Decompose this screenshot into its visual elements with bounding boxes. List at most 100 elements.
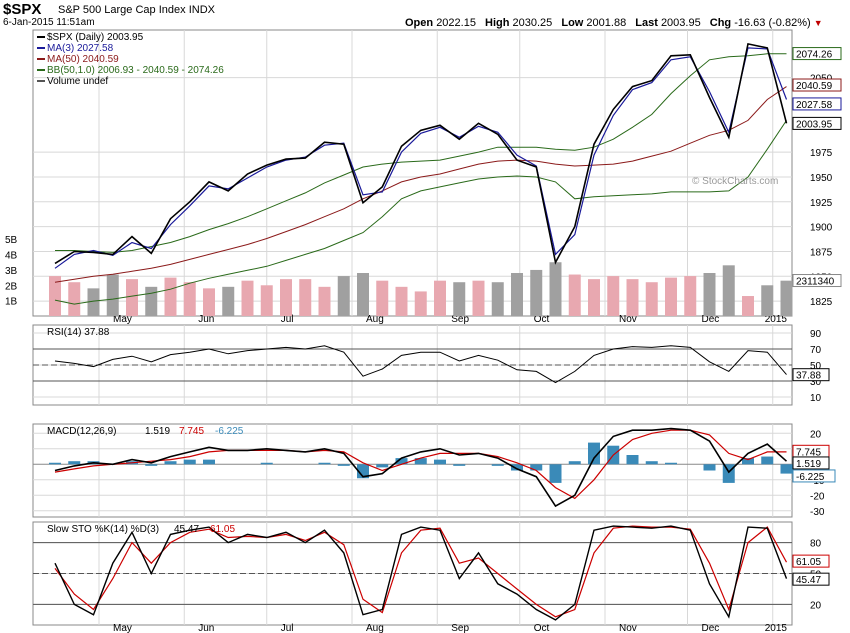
- x-tick-label-bottom: Jul: [281, 623, 294, 633]
- macd-line: [54, 427, 788, 508]
- x-tick-label: 2015: [765, 314, 788, 325]
- volume-bar: [222, 286, 235, 316]
- macd-signal-value: 7.745: [796, 447, 821, 458]
- price-legend-item: $SPX (Daily) 2003.95: [47, 32, 144, 43]
- macd-legend-signal: 7.745: [179, 426, 204, 437]
- volume-bar: [549, 262, 562, 316]
- price-tick-label: 1975: [810, 148, 833, 159]
- macd-histogram-bar: [511, 464, 523, 471]
- sto-k-value: 45.47: [796, 575, 821, 586]
- sto-k-value-box: [792, 572, 830, 586]
- rsi-value-box: [792, 368, 830, 382]
- sto-d-value: 61.05: [796, 557, 821, 568]
- last-price-value: 2003.95: [796, 119, 833, 130]
- macd-hist-value: -6.225: [796, 472, 825, 483]
- volume-bar: [434, 280, 446, 316]
- price-legend-item: Volume undef: [47, 76, 108, 87]
- bb-upper-value: 2074.26: [796, 50, 833, 61]
- quote-summary: Open 2022.15 High 2030.25 Low 2001.88 La…: [405, 17, 823, 29]
- macd-histogram-bar: [761, 456, 774, 465]
- macd-histogram-bar: [145, 464, 158, 466]
- volume-bar: [722, 265, 735, 316]
- x-tick-label-bottom: Aug: [366, 623, 384, 633]
- x-tick-label-bottom: Nov: [619, 623, 637, 633]
- volume-bar: [780, 280, 793, 316]
- rsi-tick-label: 10: [810, 393, 822, 404]
- sto-k-line: [54, 525, 788, 621]
- price-legend-item: MA(50) 2040.59: [47, 54, 119, 65]
- sto-legend-k: 45.47: [174, 524, 199, 535]
- bb-upper-line: [55, 53, 787, 253]
- index-name: S&P 500 Large Cap Index: [58, 4, 186, 16]
- macd-histogram-bar: [164, 461, 177, 465]
- macd-histogram-bar: [434, 459, 446, 465]
- price-tick-label: 1925: [810, 198, 833, 209]
- macd-histogram-bar: [665, 462, 677, 465]
- macd-histogram-bar: [414, 458, 427, 465]
- macd-hist-value-box: [792, 469, 836, 483]
- volume-bar: [241, 280, 254, 316]
- macd-histogram-bar: [203, 459, 215, 465]
- macd-histogram-bar: [491, 464, 504, 466]
- rsi-line: [54, 345, 787, 384]
- volume-bar: [106, 274, 119, 316]
- x-tick-label: Oct: [534, 314, 550, 325]
- volume-bar: [665, 277, 677, 316]
- rsi-legend: RSI(14) 37.88: [47, 327, 110, 338]
- down-arrow-icon: ▼: [813, 18, 823, 28]
- x-tick-label-bottom: Oct: [534, 623, 550, 633]
- macd-value: 1.519: [796, 459, 821, 470]
- volume-bar: [607, 276, 620, 316]
- volume-bar: [742, 296, 754, 316]
- volume-bar: [318, 286, 331, 316]
- volume-bar: [357, 273, 369, 316]
- macd-histogram-bar: [780, 464, 793, 474]
- chg-label: Chg: [709, 17, 732, 29]
- x-tick-label: Nov: [619, 314, 637, 325]
- x-tick-label-bottom: May: [113, 623, 132, 633]
- x-tick-label: Dec: [702, 314, 720, 325]
- price-tick-label: 1900: [810, 223, 833, 234]
- volume-bar: [145, 286, 158, 316]
- macd-histogram-bar: [357, 464, 369, 479]
- macd-histogram-bar: [645, 461, 658, 465]
- volume-bar: [491, 282, 504, 316]
- macd-histogram-bar: [453, 464, 466, 466]
- bb-upper-value-box: [792, 47, 842, 61]
- volume-bar: [453, 282, 466, 316]
- x-tick-label-bottom: Dec: [702, 623, 720, 633]
- sto-legend-title: Slow STO %K(14) %D(3): [47, 524, 159, 535]
- macd-tick-label: -20: [810, 491, 825, 502]
- price-line: [54, 42, 788, 265]
- macd-legend-value: 1.519: [145, 426, 170, 437]
- volume-bar: [761, 285, 774, 316]
- x-tick-label-bottom: 2015: [765, 623, 788, 633]
- volume-bar: [203, 288, 215, 316]
- price-tick-label: 1875: [810, 247, 833, 258]
- last-price-value-box: [792, 116, 842, 130]
- volume-tick-label: 3B: [5, 266, 18, 277]
- x-tick-label-bottom: Jun: [198, 623, 214, 633]
- volume-bar: [87, 288, 100, 316]
- volume-tick-label: 5B: [5, 235, 18, 246]
- x-tick-label-bottom: Sep: [451, 623, 469, 633]
- macd-histogram-bar: [395, 458, 408, 465]
- x-tick-label: Jun: [198, 314, 214, 325]
- last-label: Last: [635, 17, 658, 29]
- volume-bar: [299, 279, 312, 316]
- volume-bar: [684, 276, 697, 316]
- macd-histogram-bar: [183, 459, 196, 465]
- volume-tick-label: 2B: [5, 281, 18, 292]
- high-value: 2030.25: [512, 17, 553, 29]
- rsi-tick-label: 30: [810, 377, 822, 388]
- macd-histogram-bar: [626, 455, 639, 465]
- volume-bar: [68, 282, 81, 316]
- macd-histogram-bar: [568, 461, 581, 465]
- low-label: Low: [561, 17, 584, 29]
- macd-tick-label: -30: [810, 507, 825, 518]
- watermark: © StockCharts.com: [692, 176, 778, 187]
- ma3-value: 2027.58: [796, 100, 833, 111]
- volume-bar: [260, 285, 273, 316]
- sto-tick-label: 80: [810, 539, 822, 550]
